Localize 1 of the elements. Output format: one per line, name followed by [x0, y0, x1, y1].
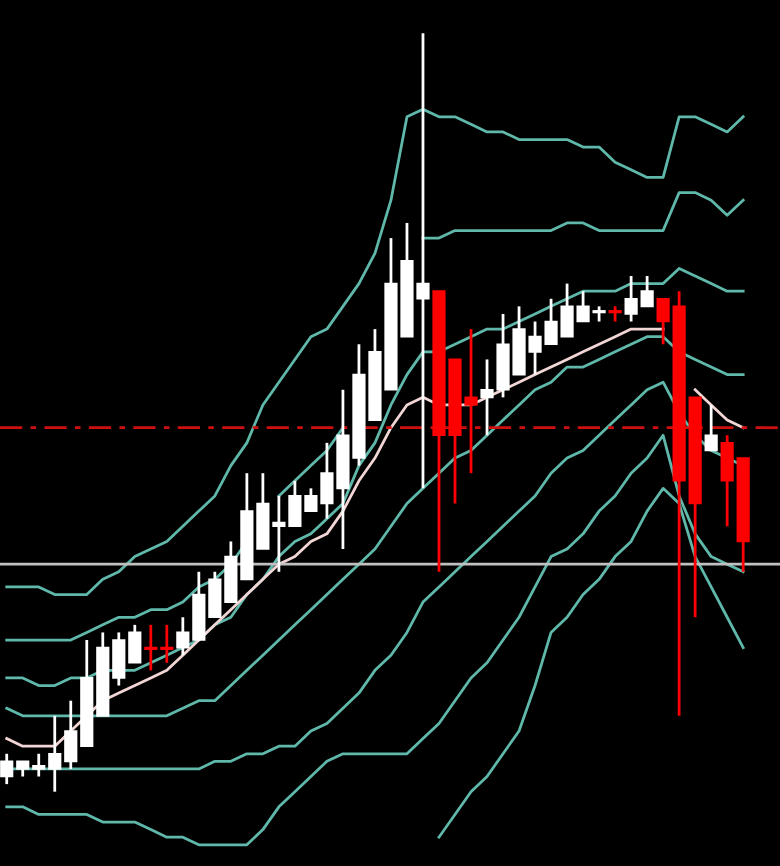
candlestick [704, 403, 718, 452]
